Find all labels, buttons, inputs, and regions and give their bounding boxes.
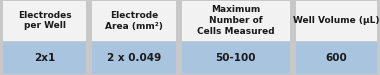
Text: Electrodes
per Well: Electrodes per Well <box>18 11 71 31</box>
Bar <box>296 42 377 74</box>
Text: Maximum
Number of
Cells Measured: Maximum Number of Cells Measured <box>197 5 274 36</box>
Bar <box>296 1 377 41</box>
Text: Electrode
Area (mm²): Electrode Area (mm²) <box>105 11 163 31</box>
Bar <box>3 1 86 41</box>
Text: 2 x 0.049: 2 x 0.049 <box>107 53 161 63</box>
Bar <box>3 42 86 74</box>
Text: Well Volume (µL): Well Volume (µL) <box>293 16 380 25</box>
Text: 2x1: 2x1 <box>34 53 55 63</box>
Text: 50-100: 50-100 <box>215 53 256 63</box>
Bar <box>92 42 176 74</box>
Bar <box>182 1 290 41</box>
Bar <box>182 42 290 74</box>
Bar <box>92 1 176 41</box>
Text: 600: 600 <box>325 53 347 63</box>
